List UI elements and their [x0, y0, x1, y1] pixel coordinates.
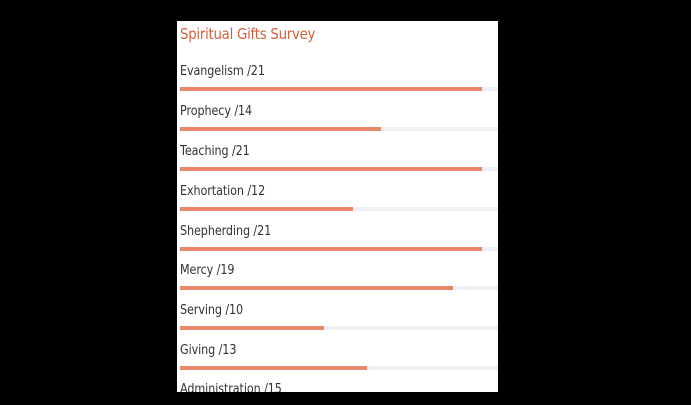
- score-bar-track: [180, 87, 498, 91]
- score-bar-fill: [180, 207, 353, 211]
- survey-panel: Spiritual Gifts Survey Evangelism /21 Pr…: [177, 21, 498, 392]
- gift-label: Giving /13: [180, 343, 237, 358]
- gift-label: Teaching /21: [180, 144, 250, 159]
- score-bar-fill: [180, 127, 381, 131]
- gift-row-exhortation: Exhortation /12: [177, 184, 498, 224]
- score-bar-track: [180, 247, 498, 251]
- score-bar-fill: [180, 326, 324, 330]
- score-bar-track: [180, 127, 498, 131]
- survey-title: Spiritual Gifts Survey: [180, 25, 316, 43]
- score-bar-track: [180, 366, 498, 370]
- score-bar-fill: [180, 87, 482, 91]
- gift-row-mercy: Mercy /19: [177, 263, 498, 303]
- gift-row-prophecy: Prophecy /14: [177, 104, 498, 144]
- gift-label: Prophecy /14: [180, 104, 253, 119]
- score-bar-track: [180, 326, 498, 330]
- gift-row-serving: Serving /10: [177, 303, 498, 343]
- score-bar-track: [180, 286, 498, 290]
- score-bar-track: [180, 207, 498, 211]
- gift-label: Evangelism /21: [180, 64, 265, 79]
- gift-row-giving: Giving /13: [177, 343, 498, 383]
- gift-label: Serving /10: [180, 303, 244, 318]
- gift-row-evangelism: Evangelism /21: [177, 64, 498, 104]
- gift-label: Shepherding /21: [180, 224, 272, 239]
- gift-label: Exhortation /12: [180, 184, 266, 199]
- score-bar-fill: [180, 366, 367, 370]
- score-bar-fill: [180, 286, 453, 290]
- bottom-letterbox: [177, 392, 498, 405]
- gift-label: Mercy /19: [180, 263, 235, 278]
- gift-label: Administration /15: [180, 382, 282, 392]
- score-bar-fill: [180, 167, 482, 171]
- gift-row-teaching: Teaching /21: [177, 144, 498, 184]
- score-bar-fill: [180, 247, 482, 251]
- gift-row-administration: Administration /15: [177, 382, 498, 392]
- score-bar-track: [180, 167, 498, 171]
- gift-row-shepherding: Shepherding /21: [177, 224, 498, 264]
